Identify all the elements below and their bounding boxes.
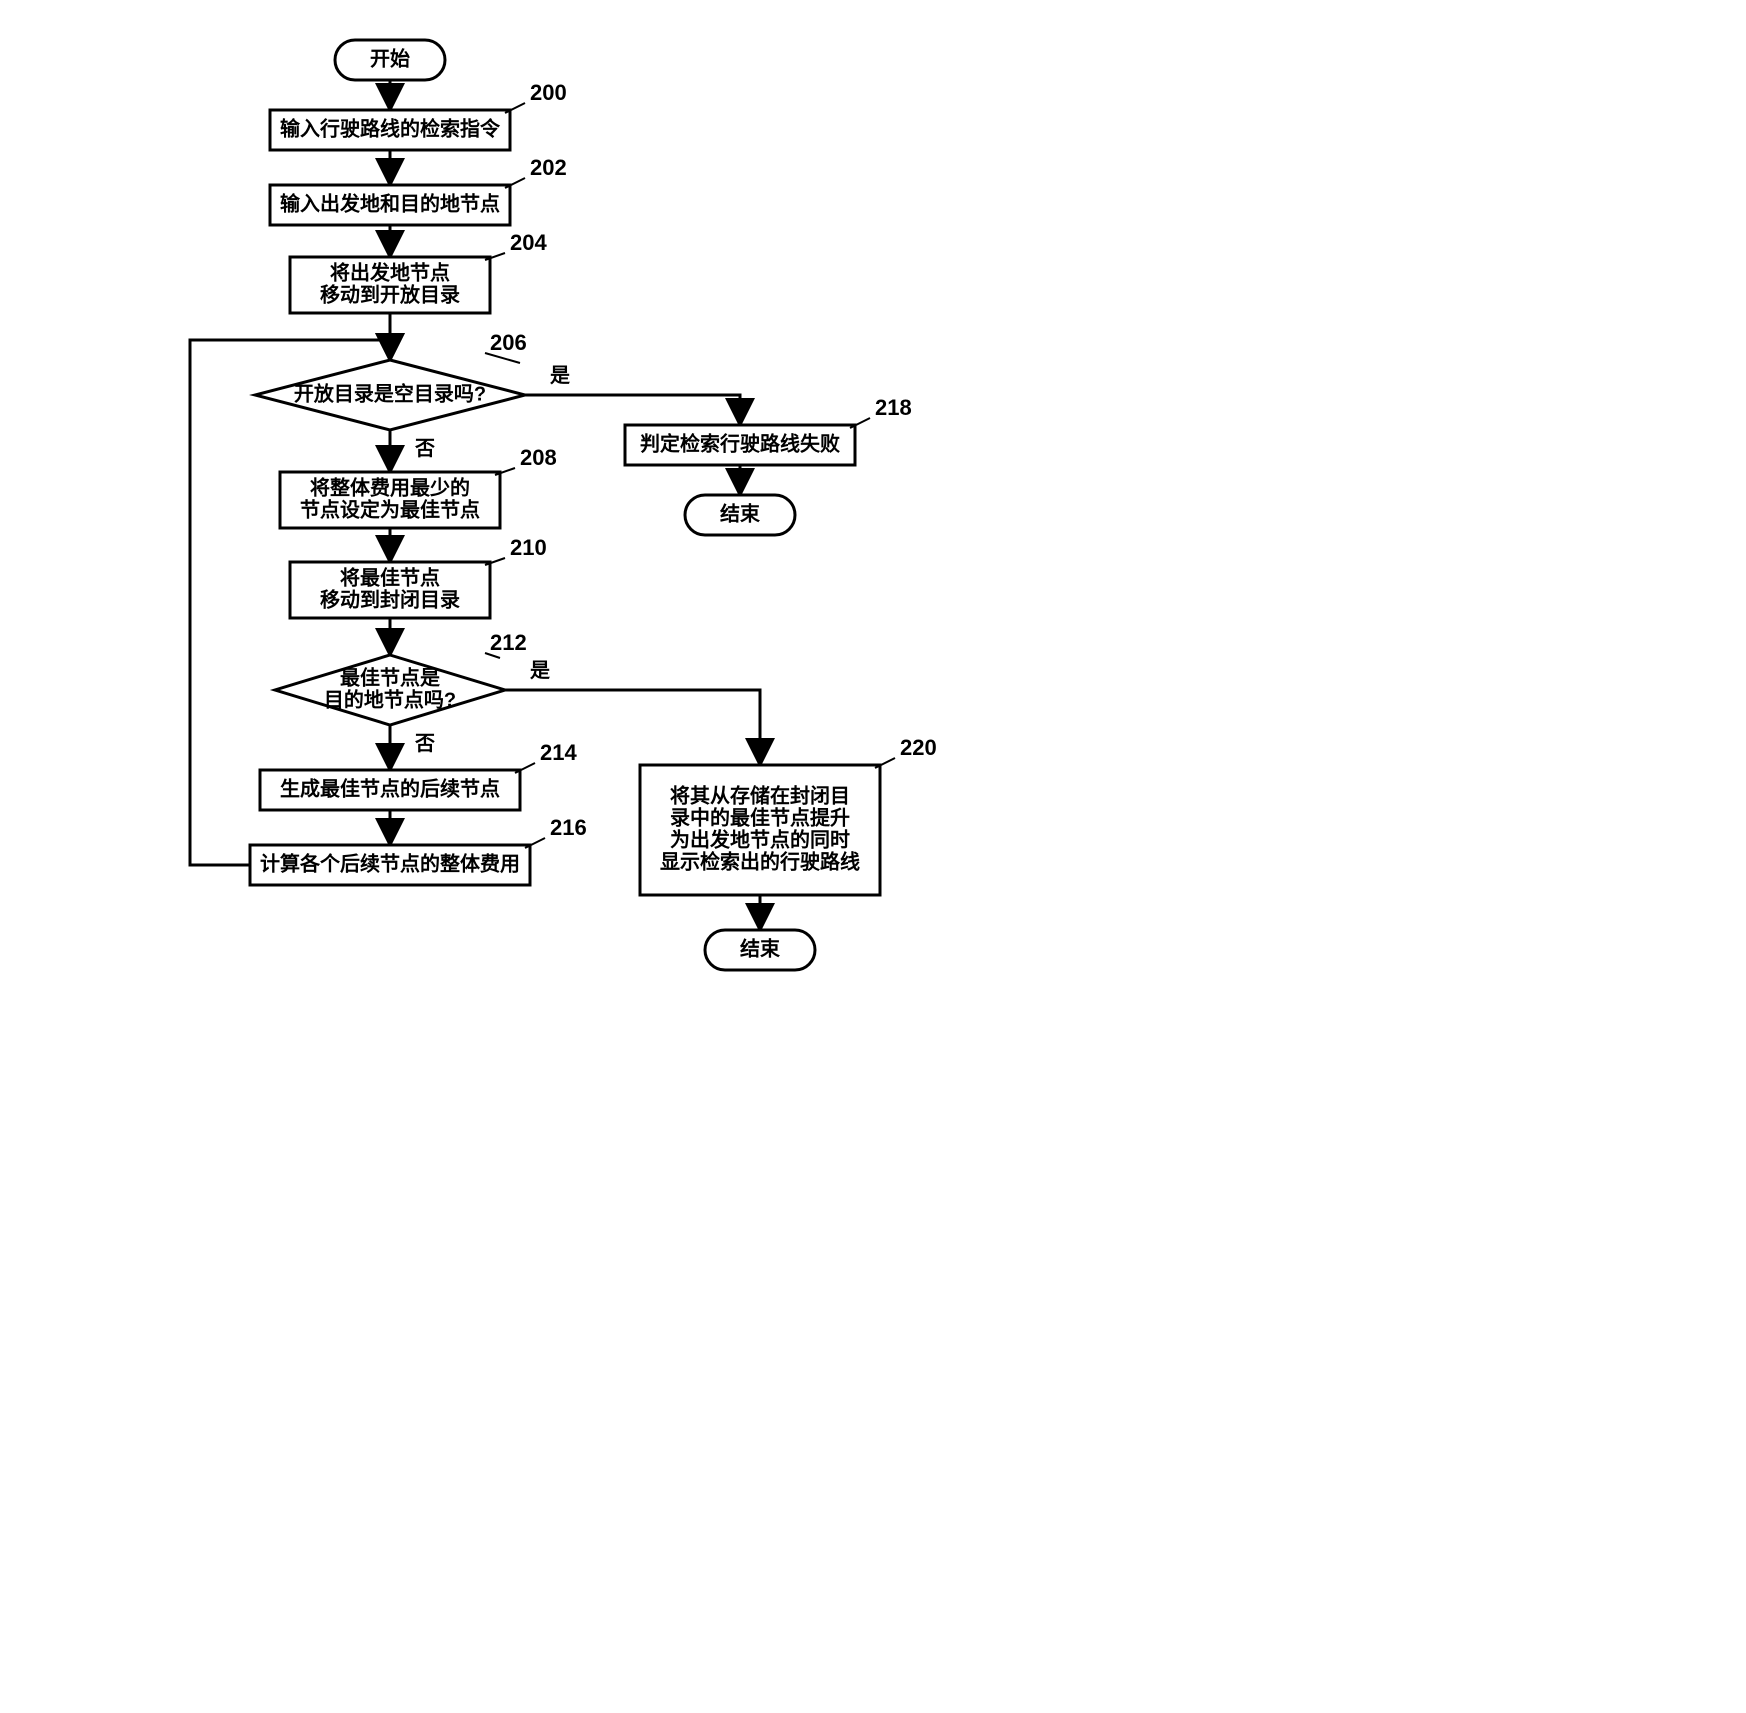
- node-n210: 将最佳节点移动到封闭目录 210: [290, 535, 547, 618]
- flowchart-canvas: 否否是是开始输入行驶路线的检索指令200输入出发地和目的地节点202将出发地节点…: [20, 20, 1040, 1020]
- node-text: 输入出发地和目的地节点: [280, 191, 500, 215]
- node-text: 判定检索行驶路线失败: [640, 431, 840, 455]
- ref-leader: [515, 763, 535, 773]
- node-text: 将整体费用最少的: [310, 475, 470, 499]
- node-text: 生成最佳节点的后续节点: [280, 776, 500, 800]
- node-n220: 将其从存储在封闭目录中的最佳节点提升为出发地节点的同时显示检索出的行驶路线 220: [640, 735, 937, 895]
- ref-leader: [850, 418, 870, 428]
- node-text: 开始: [370, 46, 410, 70]
- node-ref: 212: [490, 630, 527, 655]
- node-text: 结束: [740, 936, 781, 960]
- node-text: 移动到开放目录: [320, 282, 460, 306]
- edge-label: 否: [414, 438, 435, 460]
- node-end2: 结束: [705, 930, 815, 970]
- ref-leader: [505, 178, 525, 188]
- node-ref: 204: [510, 230, 547, 255]
- node-n200: 输入行驶路线的检索指令 200: [270, 80, 567, 150]
- node-n204: 将出发地节点移动到开放目录 204: [290, 230, 547, 313]
- node-ref: 214: [540, 740, 577, 765]
- node-text: 将最佳节点: [340, 565, 440, 589]
- node-n202: 输入出发地和目的地节点 202: [270, 155, 567, 225]
- node-start: 开始: [335, 40, 445, 80]
- edge-label: 是: [529, 659, 550, 682]
- node-ref: 220: [900, 735, 937, 760]
- ref-leader: [505, 103, 525, 113]
- ref-leader: [875, 758, 895, 768]
- node-text: 节点设定为最佳节点: [300, 497, 480, 521]
- node-ref: 200: [530, 80, 567, 105]
- ref-leader: [525, 838, 545, 848]
- node-text: 开放目录是空目录吗?: [294, 381, 486, 405]
- edge-label: 是: [549, 364, 570, 387]
- node-text: 移动到封闭目录: [320, 587, 460, 611]
- node-ref: 206: [490, 330, 527, 355]
- node-n218: 判定检索行驶路线失败 218: [625, 395, 912, 465]
- node-text: 录中的最佳节点提升: [670, 805, 850, 829]
- edge-label: 否: [414, 733, 435, 755]
- node-text: 将出发地节点: [330, 260, 450, 284]
- node-text: 目的地节点吗?: [324, 687, 456, 711]
- node-ref: 210: [510, 535, 547, 560]
- node-text: 为出发地节点的同时: [670, 827, 850, 851]
- node-ref: 216: [550, 815, 587, 840]
- node-d212: 最佳节点是目的地节点吗? 212: [275, 630, 527, 725]
- node-text: 最佳节点是: [340, 665, 440, 689]
- node-end1: 结束: [685, 495, 795, 535]
- node-text: 计算各个后续节点的整体费用: [260, 851, 520, 875]
- node-text: 将其从存储在封闭目: [670, 783, 850, 807]
- node-text: 输入行驶路线的检索指令: [280, 116, 501, 140]
- node-ref: 218: [875, 395, 912, 420]
- edge: [525, 395, 740, 425]
- node-text: 显示检索出的行驶路线: [660, 849, 860, 873]
- node-ref: 208: [520, 445, 557, 470]
- node-text: 结束: [720, 501, 761, 525]
- node-ref: 202: [530, 155, 567, 180]
- node-n216: 计算各个后续节点的整体费用 216: [250, 815, 587, 885]
